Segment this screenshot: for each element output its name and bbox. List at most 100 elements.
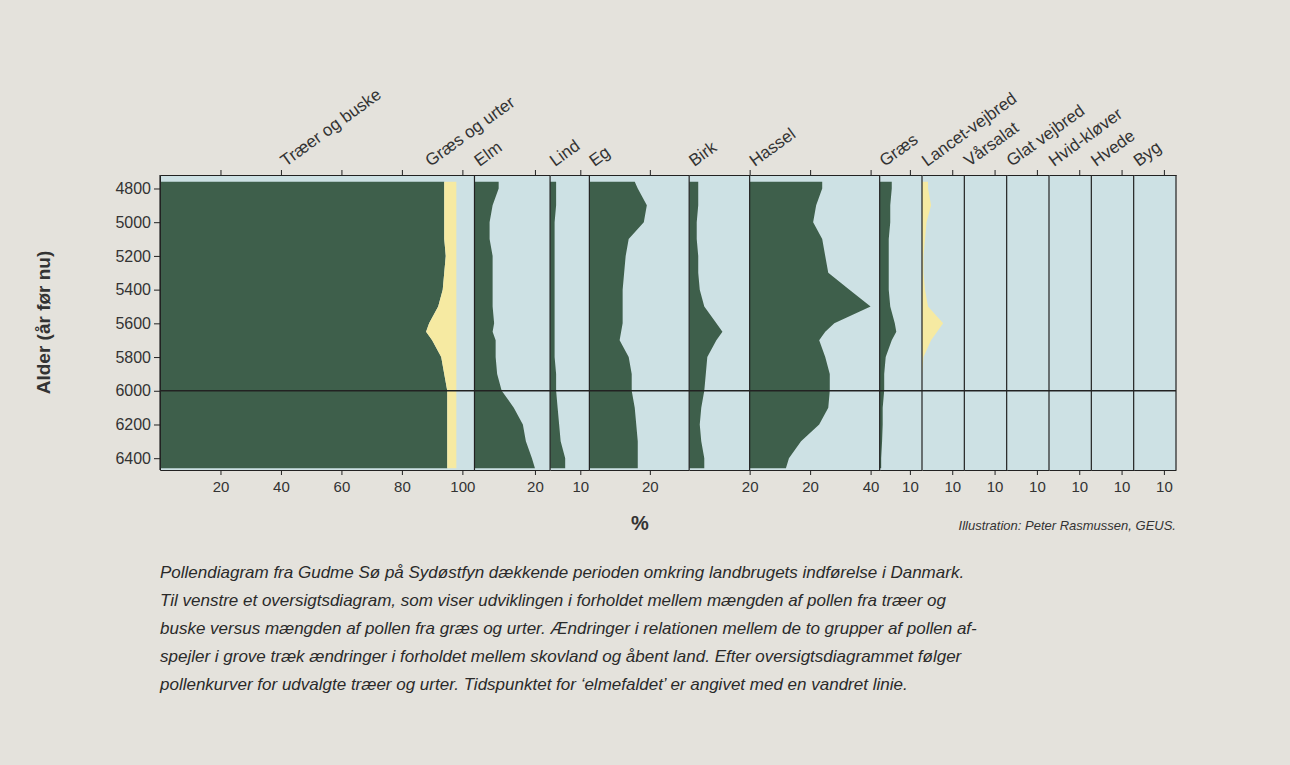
panel: 10	[922, 170, 965, 495]
panel-border	[549, 175, 550, 470]
axis-line	[1050, 175, 1092, 176]
panel-background	[1007, 175, 1049, 470]
tick-label: 5400	[115, 281, 151, 298]
tick	[871, 170, 872, 175]
panel: 10	[1134, 170, 1177, 495]
tick-mark	[154, 188, 160, 189]
x-axis-top	[690, 170, 750, 176]
tick: 10	[1071, 470, 1088, 495]
tick-mark	[1164, 170, 1165, 175]
tick-label: 80	[394, 478, 411, 495]
tick-label: 20	[642, 478, 659, 495]
tick: 10	[902, 470, 919, 495]
tick: 5600	[115, 315, 160, 332]
tick: 6400	[115, 450, 160, 467]
tick-label: 6200	[115, 416, 151, 433]
axis-line	[551, 470, 590, 471]
tick-label: 4800	[115, 180, 151, 197]
caption-line: buske versus mængden af pollen fra græs …	[160, 619, 977, 638]
panel-background	[750, 175, 880, 470]
tick: 5400	[115, 281, 160, 298]
tick	[910, 170, 911, 175]
tick	[402, 170, 403, 175]
panel-border	[689, 175, 690, 470]
tick-mark	[535, 170, 536, 175]
marks	[550, 182, 565, 469]
tick-label: 10	[1071, 478, 1088, 495]
tick-label: 6000	[115, 382, 151, 399]
tick-mark	[910, 170, 911, 175]
tick-mark	[810, 170, 811, 175]
series-label: Birk	[685, 137, 720, 170]
marks	[750, 182, 871, 469]
marks	[922, 182, 943, 469]
tick: 10	[987, 470, 1004, 495]
tick-mark	[871, 470, 872, 475]
y-axis: 480050005200540056005800600062006400	[115, 176, 160, 471]
tick-mark	[220, 170, 221, 175]
panel: 2040	[750, 170, 881, 495]
tick-label: 5800	[115, 349, 151, 366]
tick-mark	[462, 170, 463, 175]
panel-border	[879, 175, 880, 470]
area	[426, 182, 456, 469]
marks	[689, 182, 722, 469]
panel-background	[922, 175, 964, 470]
axis-line	[1134, 470, 1176, 471]
panel-background	[1134, 175, 1176, 470]
tick-mark	[871, 170, 872, 175]
tick-mark	[402, 470, 403, 475]
tick: 10	[944, 470, 961, 495]
tick-label: 10	[1114, 478, 1131, 495]
tick-mark	[952, 470, 953, 475]
tick: 10	[1156, 470, 1173, 495]
caption-line: spejler i grove træk ændringer i forhold…	[160, 647, 963, 666]
panel: 20	[689, 170, 758, 495]
axis-line	[690, 470, 750, 471]
axis-line	[750, 175, 880, 176]
tick-mark	[1122, 470, 1123, 475]
axis-line	[551, 175, 590, 176]
panel-border	[921, 175, 922, 470]
tick-label: 10	[1156, 478, 1173, 495]
panel: 10	[964, 170, 1007, 495]
axis-line	[161, 470, 475, 471]
panel-background	[589, 175, 689, 470]
area	[474, 182, 534, 469]
axis-line	[1050, 470, 1092, 471]
panel: 10	[1007, 170, 1050, 495]
tick-mark	[154, 357, 160, 358]
tick-mark	[154, 256, 160, 257]
tick: 4800	[115, 180, 160, 197]
x-axis-top	[1050, 170, 1092, 176]
tick-label: 100	[450, 478, 475, 495]
area	[880, 182, 897, 469]
series-label: Byg	[1130, 138, 1165, 171]
panel-background	[1091, 175, 1133, 470]
panel-border	[474, 175, 475, 470]
axis-line	[880, 175, 922, 176]
background	[0, 0, 1290, 765]
x-axis-bottom: 20	[690, 470, 759, 495]
tick-mark	[154, 290, 160, 291]
x-axis-top	[750, 170, 880, 176]
tick-mark	[650, 470, 651, 475]
series-label: Græs og urter	[422, 92, 519, 170]
tick: 20	[802, 470, 819, 495]
panel: 20406080100	[160, 170, 475, 495]
panel: 10	[550, 170, 590, 495]
panel: 20	[589, 170, 689, 495]
area	[160, 182, 447, 469]
panel-background	[160, 175, 474, 470]
panel-background	[550, 175, 589, 470]
tick: 5000	[115, 214, 160, 231]
tick-mark	[1037, 470, 1038, 475]
tick: 60	[334, 470, 351, 495]
caption-line: pollenkurver for udvalgte træer og urter…	[159, 675, 908, 694]
tick	[650, 170, 651, 175]
x-axis-top	[475, 170, 551, 176]
tick-label: 40	[863, 478, 880, 495]
tick: 80	[394, 470, 411, 495]
axis-line	[590, 470, 690, 471]
tick: 40	[863, 470, 880, 495]
